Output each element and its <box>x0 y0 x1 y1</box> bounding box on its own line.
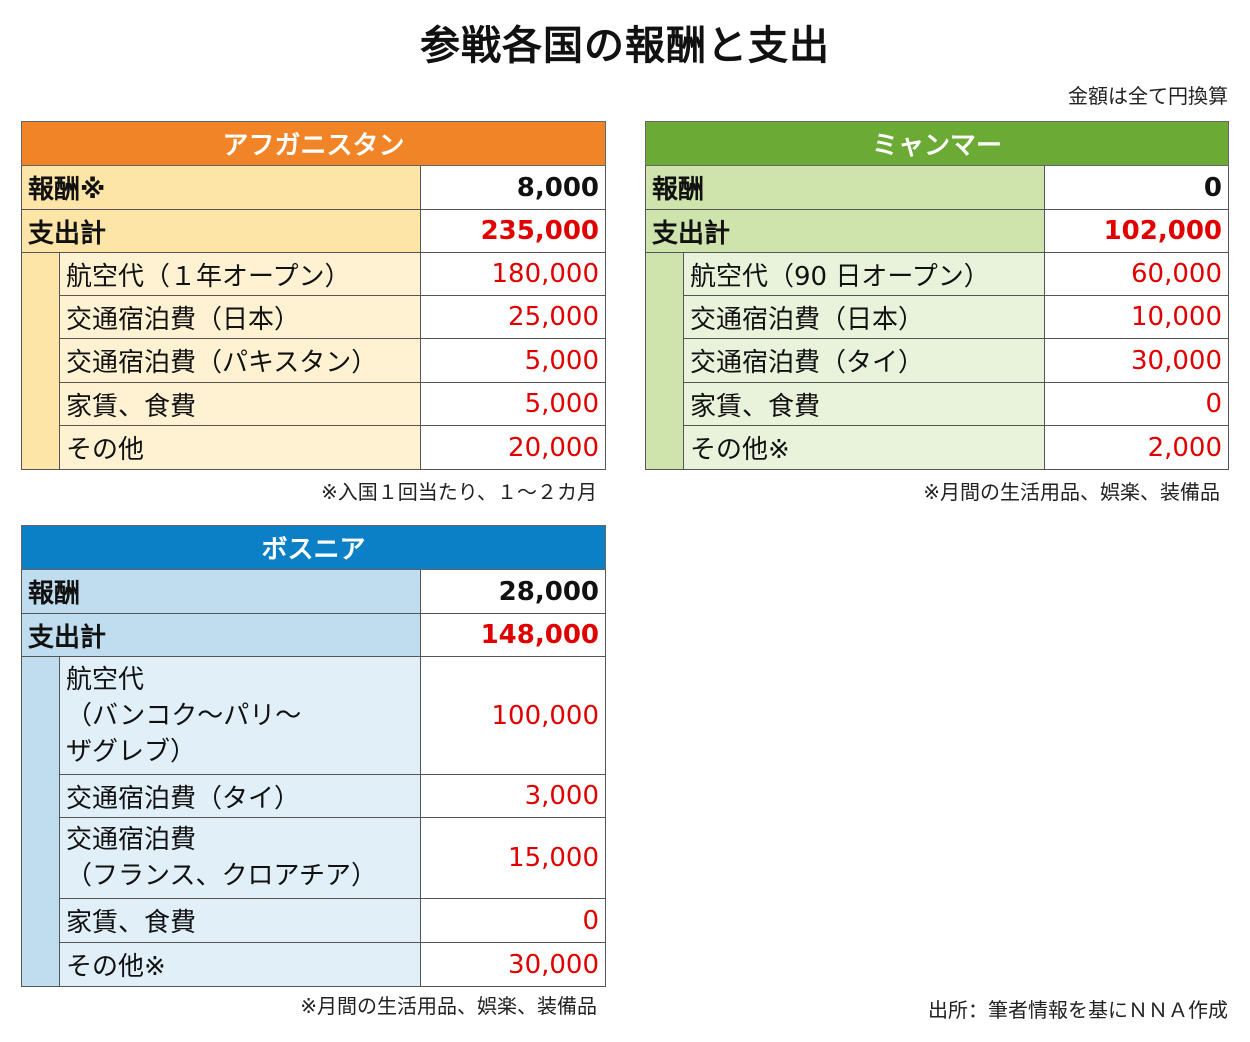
bosnia-reward-value: 28,000 <box>419 569 607 614</box>
afghanistan-item-label: 交通宿泊費（日本） <box>59 295 421 339</box>
bosnia-item-label: その他※ <box>59 942 421 987</box>
bosnia-total-label: 支出計 <box>21 613 421 657</box>
myanmar-item-label: 家賃、食費 <box>683 382 1045 426</box>
bosnia-item-label: 航空代 （バンコク～パリ～ ザグレブ） <box>59 656 421 775</box>
bosnia-header: ボスニア <box>20 525 607 570</box>
myanmar-total-label: 支出計 <box>645 209 1045 253</box>
myanmar-reward-label: 報酬 <box>645 165 1045 210</box>
afghanistan-footnote: ※入国１回当たり、１～２カ月 <box>321 480 597 504</box>
bosnia-table: ボスニア 報酬 28,000 支出計 148,000 航空代 （バンコク～パリ～… <box>20 525 607 987</box>
bosnia-item-label: 交通宿泊費 （フランス、クロアチア） <box>59 817 421 899</box>
bosnia-item-value: 3,000 <box>419 774 607 818</box>
myanmar-item-label: その他※ <box>683 425 1045 470</box>
myanmar-item-value: 60,000 <box>1044 252 1229 296</box>
afghanistan-item-label: 家賃、食費 <box>59 382 421 426</box>
afghanistan-reward-value: 8,000 <box>419 165 607 210</box>
afghanistan-total-label: 支出計 <box>21 209 421 253</box>
myanmar-reward-value: 0 <box>1044 165 1229 210</box>
afghanistan-item-label: 交通宿泊費（パキスタン） <box>59 338 421 383</box>
myanmar-footnote: ※月間の生活用品、娯楽、装備品 <box>923 480 1220 504</box>
bosnia-item-label: 家賃、食費 <box>59 898 421 943</box>
myanmar-item-value: 2,000 <box>1044 425 1229 470</box>
page-title: 参戦各国の報酬と支出 <box>420 23 830 69</box>
afghanistan-item-value: 5,000 <box>419 382 607 426</box>
bosnia-item-value: 30,000 <box>419 942 607 987</box>
afghanistan-reward-label: 報酬※ <box>21 165 421 210</box>
myanmar-header: ミャンマー <box>645 121 1229 166</box>
myanmar-total-value: 102,000 <box>1044 209 1229 253</box>
bosnia-reward-label: 報酬 <box>21 569 421 614</box>
bosnia-item-value: 0 <box>419 898 607 943</box>
afghanistan-item-label: 航空代（１年オープン） <box>59 252 421 296</box>
myanmar-item-label: 交通宿泊費（タイ） <box>683 338 1045 383</box>
afghanistan-item-value: 25,000 <box>419 295 607 339</box>
afghanistan-indent <box>21 252 60 470</box>
myanmar-table: ミャンマー 報酬 0 支出計 102,000 航空代（90 日オープン） 60,… <box>645 121 1229 470</box>
bosnia-total-value: 148,000 <box>419 613 607 657</box>
bosnia-indent <box>21 656 60 987</box>
bosnia-item-label: 交通宿泊費（タイ） <box>59 774 421 818</box>
bosnia-item-value: 15,000 <box>419 817 607 899</box>
source-note: 出所：筆者情報を基にＮＮＡ作成 <box>928 998 1228 1022</box>
myanmar-item-value: 0 <box>1044 382 1229 426</box>
unit-note: 金額は全て円換算 <box>1068 84 1228 108</box>
myanmar-item-label: 交通宿泊費（日本） <box>683 295 1045 339</box>
bosnia-item-value: 100,000 <box>419 656 607 775</box>
afghanistan-item-value: 20,000 <box>419 425 607 470</box>
myanmar-item-value: 10,000 <box>1044 295 1229 339</box>
myanmar-item-value: 30,000 <box>1044 338 1229 383</box>
afghanistan-header: アフガニスタン <box>20 121 607 166</box>
afghanistan-table: アフガニスタン 報酬※ 8,000 支出計 235,000 航空代（１年オープン… <box>20 121 607 470</box>
afghanistan-item-value: 5,000 <box>419 338 607 383</box>
afghanistan-item-value: 180,000 <box>419 252 607 296</box>
afghanistan-item-label: その他 <box>59 425 421 470</box>
myanmar-indent <box>645 252 684 470</box>
myanmar-item-label: 航空代（90 日オープン） <box>683 252 1045 296</box>
afghanistan-total-value: 235,000 <box>419 209 607 253</box>
bosnia-footnote: ※月間の生活用品、娯楽、装備品 <box>300 994 597 1018</box>
